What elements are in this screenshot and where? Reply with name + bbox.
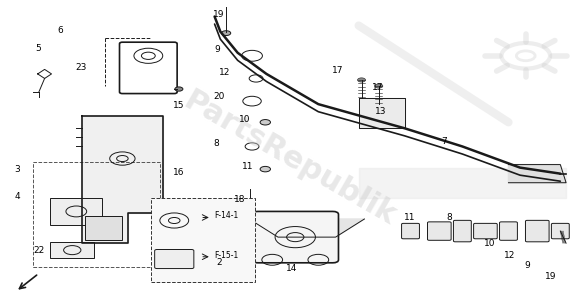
Polygon shape bbox=[358, 98, 405, 128]
Circle shape bbox=[375, 84, 383, 88]
Text: 19: 19 bbox=[214, 10, 225, 20]
FancyBboxPatch shape bbox=[252, 211, 339, 263]
Circle shape bbox=[175, 87, 183, 91]
Circle shape bbox=[260, 120, 270, 125]
Text: F-14-1: F-14-1 bbox=[215, 211, 239, 221]
Circle shape bbox=[260, 167, 270, 172]
FancyBboxPatch shape bbox=[427, 222, 451, 240]
Text: 12: 12 bbox=[504, 251, 516, 260]
FancyBboxPatch shape bbox=[551, 223, 569, 239]
Text: 11: 11 bbox=[404, 213, 415, 222]
Text: 22: 22 bbox=[34, 246, 45, 255]
Circle shape bbox=[245, 202, 255, 206]
Bar bbox=[151, 198, 255, 282]
Bar bbox=[50, 242, 94, 258]
Text: 9: 9 bbox=[215, 45, 221, 54]
Text: 4: 4 bbox=[14, 192, 20, 201]
FancyBboxPatch shape bbox=[155, 249, 194, 269]
Polygon shape bbox=[508, 165, 566, 183]
FancyBboxPatch shape bbox=[526, 220, 549, 242]
Bar bbox=[50, 198, 102, 225]
Text: 23: 23 bbox=[75, 63, 86, 72]
FancyBboxPatch shape bbox=[402, 223, 419, 239]
FancyBboxPatch shape bbox=[119, 42, 177, 94]
Polygon shape bbox=[249, 219, 364, 237]
Text: 16: 16 bbox=[173, 168, 185, 177]
Text: 20: 20 bbox=[214, 92, 225, 101]
Circle shape bbox=[357, 78, 365, 82]
Text: 5: 5 bbox=[35, 44, 41, 53]
Text: 14: 14 bbox=[285, 264, 297, 273]
FancyBboxPatch shape bbox=[453, 220, 471, 242]
Bar bbox=[85, 216, 122, 240]
Circle shape bbox=[222, 31, 230, 36]
Text: 11: 11 bbox=[242, 162, 254, 170]
FancyBboxPatch shape bbox=[500, 222, 518, 240]
Text: 13: 13 bbox=[375, 107, 386, 116]
Text: F-15-1: F-15-1 bbox=[215, 251, 239, 260]
Text: 8: 8 bbox=[447, 213, 453, 222]
Text: 15: 15 bbox=[173, 101, 185, 110]
Text: 17: 17 bbox=[332, 66, 343, 75]
Text: 3: 3 bbox=[14, 165, 20, 174]
Text: 2: 2 bbox=[217, 258, 222, 267]
Text: 9: 9 bbox=[525, 261, 530, 270]
Text: PartsRepublik: PartsRepublik bbox=[178, 86, 401, 231]
Text: 10: 10 bbox=[484, 239, 496, 248]
Text: 19: 19 bbox=[545, 272, 556, 281]
Text: 17: 17 bbox=[372, 83, 383, 92]
Text: 6: 6 bbox=[58, 26, 64, 34]
Text: 12: 12 bbox=[219, 68, 230, 77]
Bar bbox=[33, 162, 160, 267]
Text: 18: 18 bbox=[233, 195, 245, 204]
Text: 10: 10 bbox=[239, 115, 251, 124]
FancyBboxPatch shape bbox=[474, 223, 497, 239]
Text: 8: 8 bbox=[214, 139, 219, 148]
Polygon shape bbox=[82, 116, 163, 243]
Text: 7: 7 bbox=[441, 138, 447, 146]
